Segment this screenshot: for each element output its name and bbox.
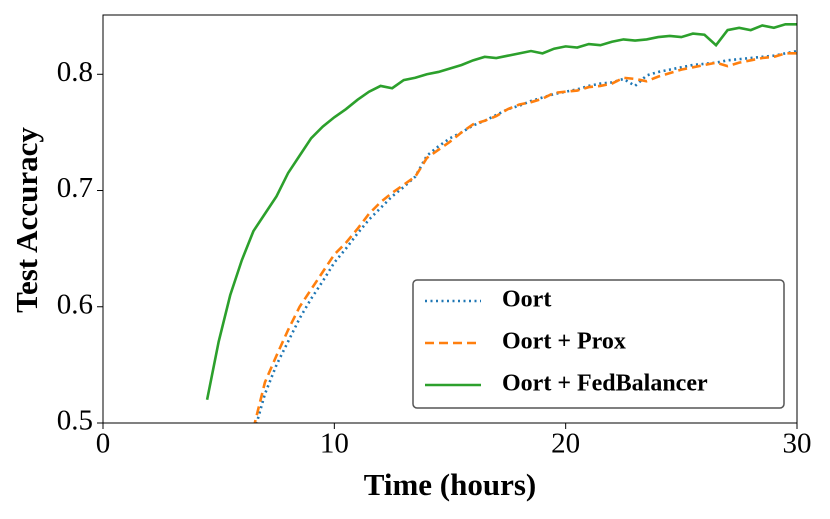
plot-lines xyxy=(205,23,797,423)
x-tick-label: 20 xyxy=(551,428,580,460)
x-tick-label: 10 xyxy=(320,428,349,460)
y-axis-label: Test Accuracy xyxy=(9,127,44,313)
x-tick-label: 0 xyxy=(96,428,111,460)
plot-frame xyxy=(102,14,798,424)
legend-label: Oort + Prox xyxy=(502,329,626,355)
series-line xyxy=(253,52,797,423)
legend-box xyxy=(412,279,785,409)
series-line xyxy=(205,23,797,401)
legend-label: Oort xyxy=(502,287,551,313)
y-tick-label: 0.8 xyxy=(57,56,93,88)
x-tick-label: 30 xyxy=(783,428,812,460)
legend: Oort Oort + Prox Oort + FedBalancer xyxy=(412,279,785,409)
legend-label: Oort + FedBalancer xyxy=(502,371,708,397)
y-tick-label: 0.7 xyxy=(57,172,93,204)
y-tick-label: 0.6 xyxy=(57,288,93,320)
y-tick-label: 0.5 xyxy=(57,405,93,437)
x-axis-label: Time (hours) xyxy=(364,467,537,502)
